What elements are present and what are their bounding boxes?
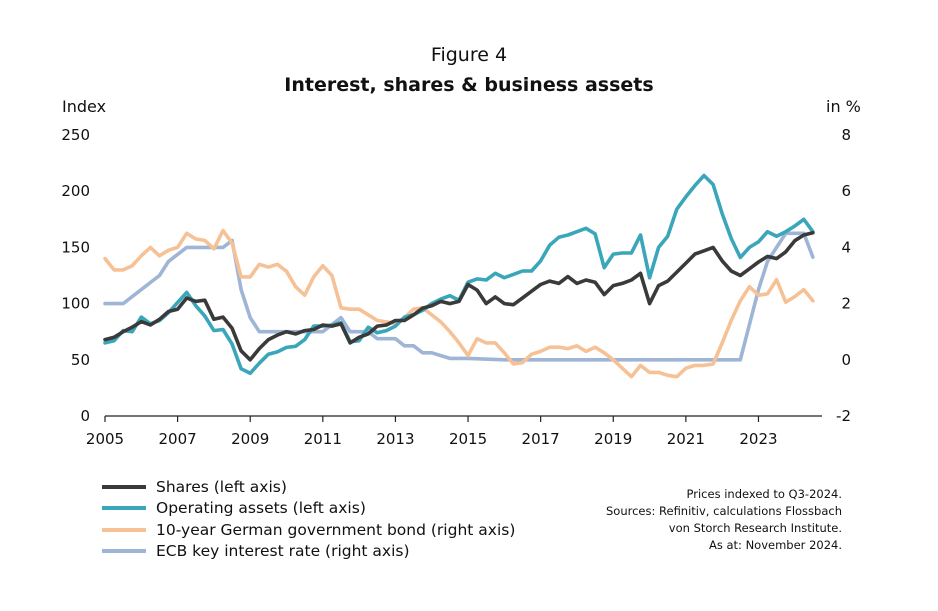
right-y-tick-label: 4 bbox=[841, 238, 851, 256]
figure-label: Figure 4 bbox=[430, 44, 508, 66]
right-y-axis: -2 0 2 4 6 8 bbox=[836, 126, 851, 425]
legend-label-shares: Shares (left axis) bbox=[156, 477, 287, 496]
left-y-tick-label: 150 bbox=[61, 238, 90, 256]
right-y-tick-label: 2 bbox=[841, 295, 851, 313]
right-y-tick-label: -2 bbox=[836, 407, 851, 425]
left-y-tick-label: 100 bbox=[61, 295, 90, 313]
x-axis: 2005 2007 2009 2011 2013 2015 2017 2019 2021 2023 bbox=[86, 415, 822, 448]
chart-title: Interest, shares & business assets bbox=[284, 74, 654, 96]
x-tick-label: 2023 bbox=[739, 430, 777, 448]
left-y-axis: 0 50 100 150 200 250 bbox=[61, 126, 90, 425]
x-tick-label: 2011 bbox=[304, 430, 342, 448]
left-axis-unit: Index bbox=[62, 97, 107, 116]
legend: Shares (left axis) Operating assets (lef… bbox=[102, 476, 582, 562]
legend-label-german-bond: 10-year German government bond (right ax… bbox=[156, 520, 516, 539]
x-tick-label: 2017 bbox=[522, 430, 560, 448]
note-line: Sources: Refinitiv, calculations Flossba… bbox=[606, 504, 842, 518]
note-line: Prices indexed to Q3-2024. bbox=[686, 487, 842, 501]
legend-label-operating-assets: Operating assets (left axis) bbox=[156, 499, 366, 518]
right-y-tick-label: 0 bbox=[841, 351, 851, 369]
series-line-shares bbox=[103, 231, 815, 362]
legend-item-german-bond: 10-year German government bond (right ax… bbox=[102, 519, 582, 541]
legend-item-operating-assets: Operating assets (left axis) bbox=[102, 498, 582, 520]
x-tick-label: 2013 bbox=[376, 430, 414, 448]
legend-swatch-shares bbox=[102, 484, 146, 489]
left-y-tick-label: 0 bbox=[80, 407, 90, 425]
series-line-german-bond bbox=[103, 228, 815, 379]
x-tick-label: 2007 bbox=[159, 430, 197, 448]
source-notes: Prices indexed to Q3-2024. Sources: Refi… bbox=[606, 486, 842, 554]
legend-item-ecb-rate: ECB key interest rate (right axis) bbox=[102, 541, 582, 563]
legend-item-shares: Shares (left axis) bbox=[102, 476, 582, 498]
series-layer bbox=[103, 173, 815, 379]
legend-swatch-ecb-rate bbox=[102, 549, 146, 554]
right-y-tick-label: 6 bbox=[841, 182, 851, 200]
legend-swatch-german-bond bbox=[102, 527, 146, 532]
left-y-tick-label: 250 bbox=[61, 126, 90, 144]
legend-label-ecb-rate: ECB key interest rate (right axis) bbox=[156, 542, 410, 561]
x-tick-label: 2005 bbox=[86, 430, 124, 448]
right-axis-unit: in % bbox=[826, 97, 861, 116]
x-tick-label: 2021 bbox=[667, 430, 705, 448]
x-tick-label: 2015 bbox=[449, 430, 487, 448]
right-y-tick-label: 8 bbox=[841, 126, 851, 144]
note-line: As at: November 2024. bbox=[708, 538, 842, 552]
legend-swatch-operating-assets bbox=[102, 506, 146, 511]
x-tick-label: 2009 bbox=[231, 430, 269, 448]
note-line: von Storch Research Institute. bbox=[668, 521, 842, 535]
left-y-tick-label: 200 bbox=[61, 182, 90, 200]
left-y-tick-label: 50 bbox=[71, 351, 90, 369]
x-tick-label: 2019 bbox=[594, 430, 632, 448]
